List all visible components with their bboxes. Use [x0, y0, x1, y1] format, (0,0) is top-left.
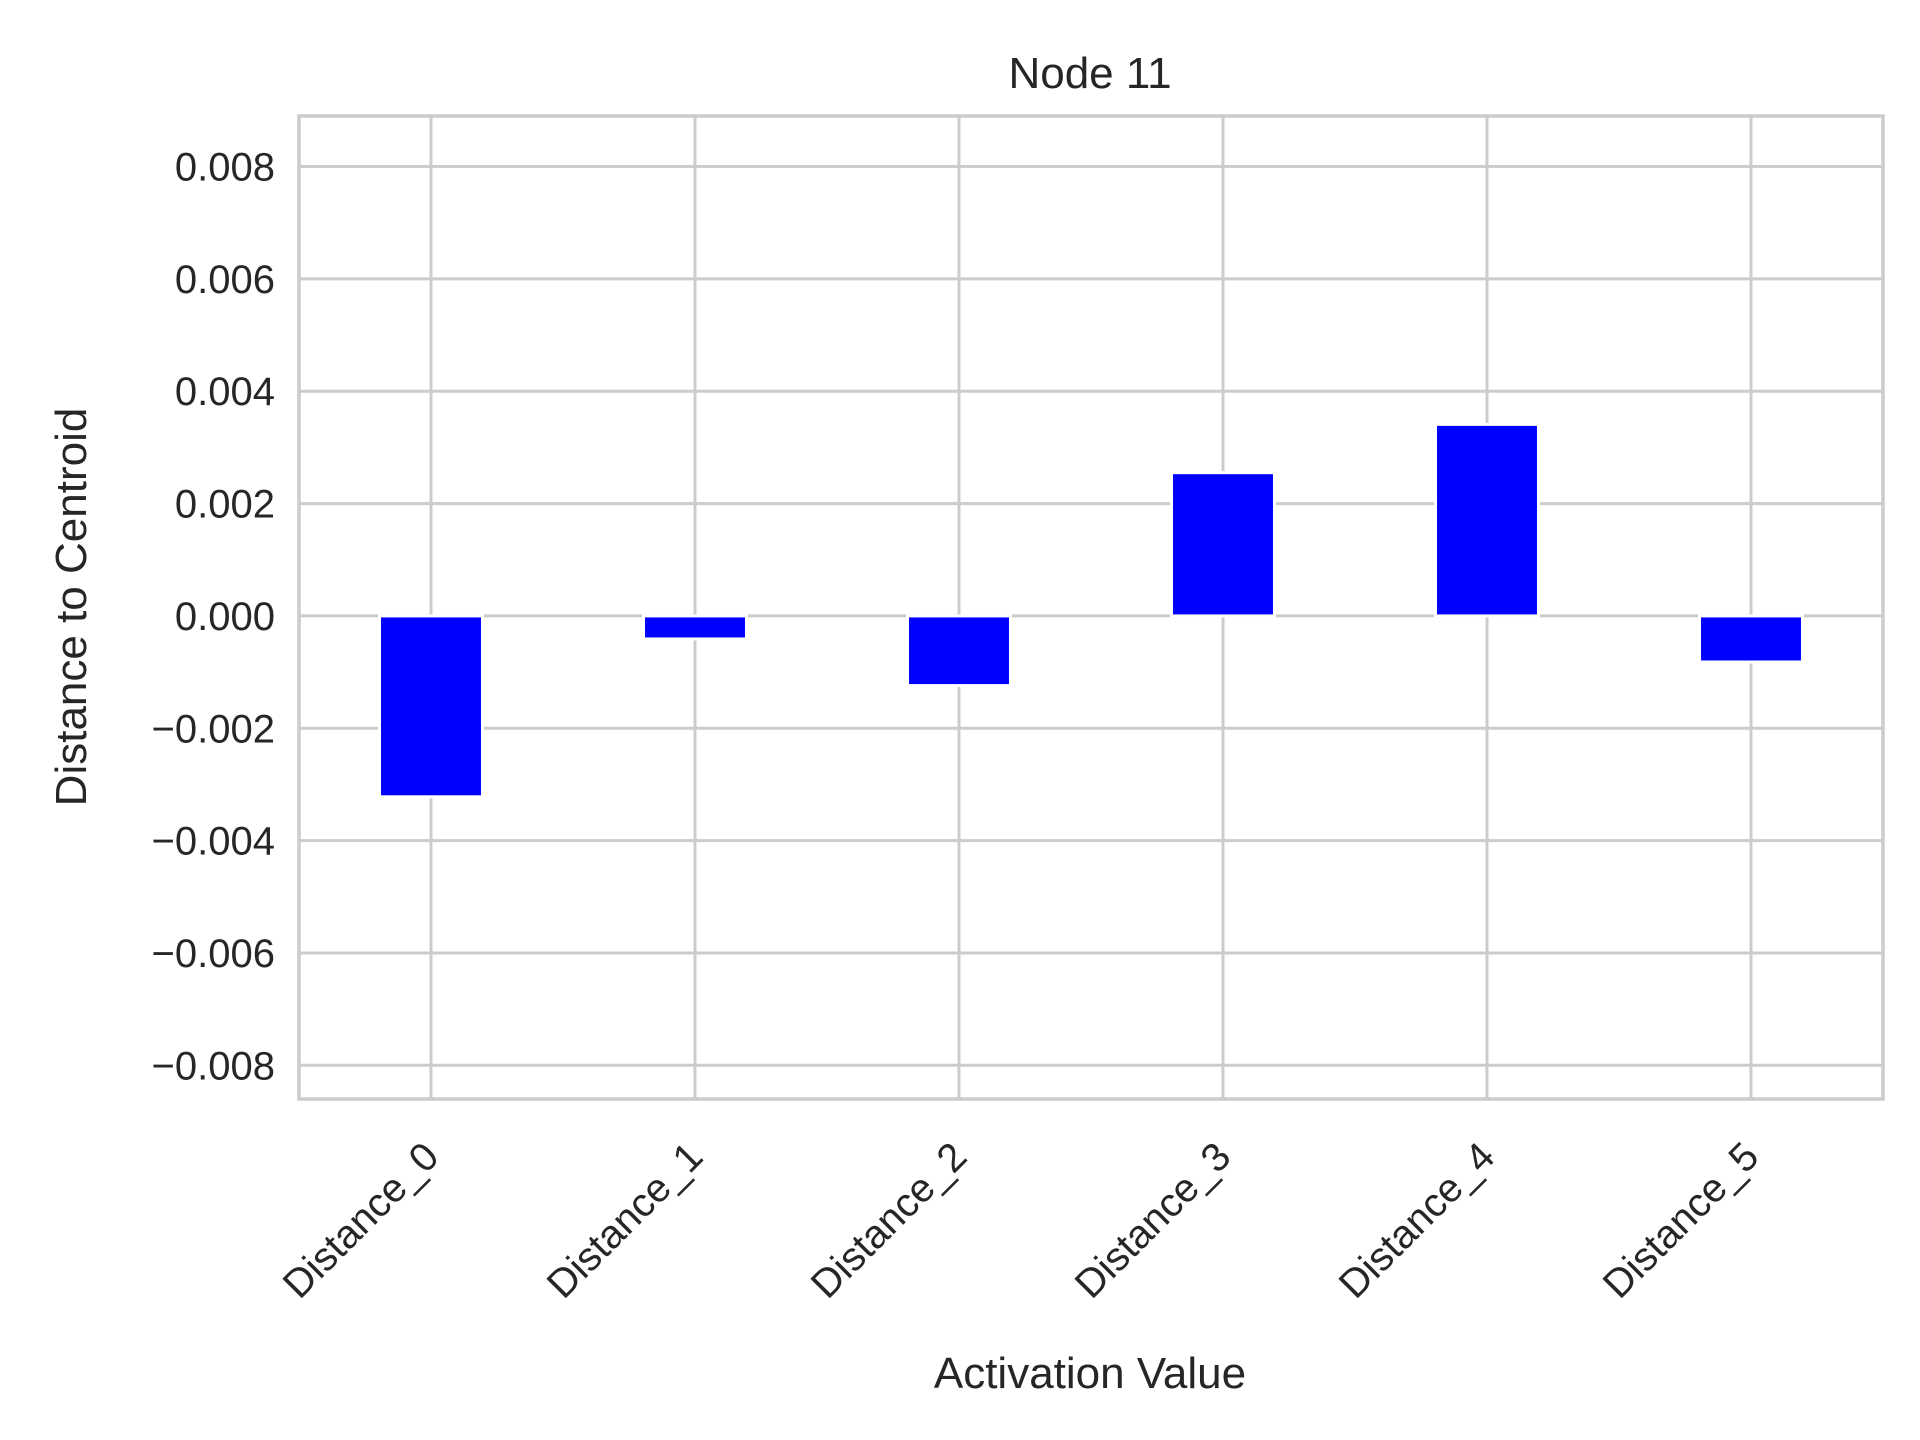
y-tick-label: −0.008	[152, 1044, 275, 1088]
bars	[378, 422, 1804, 799]
bar-distance-4	[1434, 422, 1540, 618]
x-axis-label: Activation Value	[934, 1349, 1246, 1398]
bar-distance-2	[906, 614, 1012, 688]
x-tick-label: Distance_4	[1331, 1134, 1504, 1307]
x-tick-label: Distance_2	[803, 1134, 976, 1307]
y-tick-label: 0.002	[175, 483, 275, 527]
y-tick-label: 0.006	[175, 258, 275, 302]
bar-distance-1	[642, 614, 748, 641]
x-tick-labels: Distance_0 Distance_1 Distance_2 Distance_3…	[275, 1134, 1768, 1307]
plot-frame	[297, 114, 1885, 1101]
y-tick-labels: −0.008 −0.006 −0.004 −0.002 0.000 0.002 0.004 0…	[152, 146, 275, 1089]
chart-title: Node 11	[1008, 49, 1171, 98]
x-tick-label: Distance_5	[1595, 1134, 1768, 1307]
x-tick-label: Distance_1	[539, 1134, 712, 1307]
x-tick-label: Distance_0	[275, 1134, 448, 1307]
y-tick-label: 0.000	[175, 595, 275, 639]
x-tick-label: Distance_3	[1067, 1134, 1240, 1307]
y-tick-label: −0.002	[152, 707, 275, 751]
y-tick-label: −0.006	[152, 932, 275, 976]
y-tick-label: 0.004	[175, 370, 275, 414]
y-axis-label: Distance to Centroid	[47, 408, 96, 807]
grid	[299, 116, 1883, 1099]
y-tick-label: −0.004	[152, 820, 275, 864]
bar-distance-3	[1170, 471, 1276, 618]
y-tick-label: 0.008	[175, 146, 275, 190]
bar-distance-0	[378, 614, 484, 799]
bar-distance-5	[1698, 614, 1804, 664]
